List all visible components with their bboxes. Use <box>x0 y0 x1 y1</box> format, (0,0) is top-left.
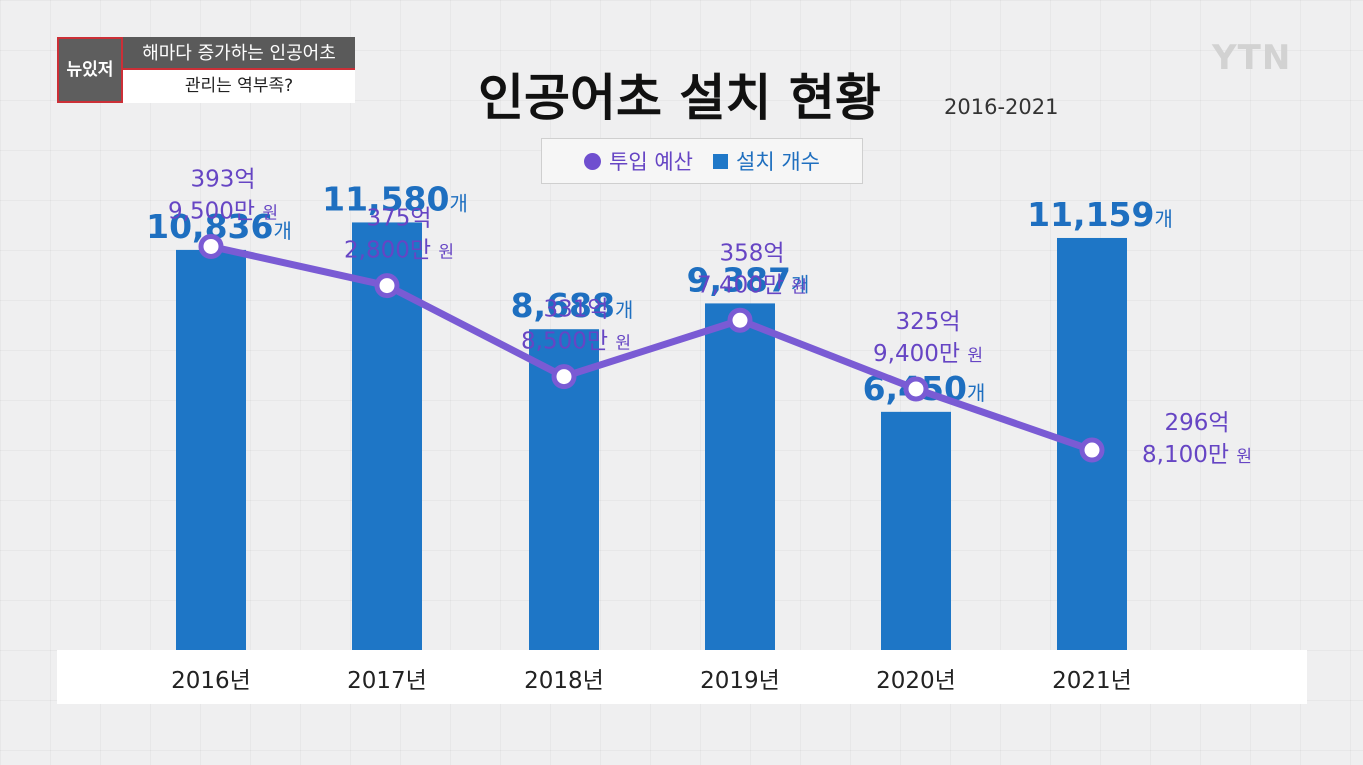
bar-0 <box>176 249 246 650</box>
bar-label-2: 8,688개 <box>511 286 634 325</box>
legend-item-count: 설치 개수 <box>713 146 820 176</box>
budget-label-line2-4: 9,400만 원 <box>873 341 983 367</box>
budget-point-3 <box>727 307 753 333</box>
budget-label-unit-1: 원 <box>438 243 454 263</box>
bar-3 <box>705 303 775 650</box>
budget-label-line1-2: 331억 <box>543 297 608 323</box>
budget-label-unit-2: 원 <box>615 334 631 354</box>
budget-label-line1-3: 358억 <box>719 240 784 266</box>
chart-title: 인공어초 설치 현황 <box>478 69 881 127</box>
x-tick-label-4: 2020년 <box>876 668 956 694</box>
budget-label-line2-0: 9,500만 원 <box>168 198 278 224</box>
circle-marker-icon <box>584 152 602 170</box>
budget-label-line1-1: 375억 <box>366 206 431 232</box>
x-axis-band <box>57 650 1307 704</box>
budget-label-line2-3: 7,400만 원 <box>697 272 807 298</box>
budget-point-4 <box>903 376 929 402</box>
square-marker-icon <box>713 153 728 169</box>
budget-label-line1-4: 325억 <box>895 309 960 335</box>
caption-headline: 해마다 증가하는 인공어초 <box>123 37 355 70</box>
budget-label-unit-3: 원 <box>791 277 807 297</box>
budget-label-line1-5: 296억 <box>1164 410 1229 436</box>
x-tick-label-3: 2019년 <box>700 668 780 694</box>
bar-label-5: 11,159개 <box>1027 195 1173 234</box>
program-logo: 뉴있저 <box>57 37 123 103</box>
budget-label-unit-5: 원 <box>1236 447 1252 467</box>
x-tick-label-2: 2018년 <box>524 668 604 694</box>
bar-4 <box>881 411 951 650</box>
budget-line <box>207 242 1096 454</box>
x-tick-label-1: 2017년 <box>347 668 427 694</box>
bar-label-unit-3: 개 <box>791 272 809 296</box>
budget-label-line2-1: 2,800만 원 <box>344 238 454 264</box>
budget-point-5 <box>1079 437 1105 463</box>
budget-label-line1-0: 393억 <box>190 166 255 192</box>
caption-subheadline: 관리는 역부족? <box>123 70 355 103</box>
bar-label-unit-2: 개 <box>615 298 633 322</box>
bar-label-1: 11,580개 <box>322 179 468 218</box>
chart-subtitle: 2016-2021 <box>944 95 1059 119</box>
bar-label-3: 9,387개 <box>687 260 810 299</box>
bar-label-unit-4: 개 <box>967 381 985 405</box>
legend-label-count: 설치 개수 <box>736 150 820 174</box>
x-tick-label-0: 2016년 <box>171 668 251 694</box>
budget-label-unit-0: 원 <box>262 203 278 223</box>
legend-item-budget: 투입 예산 <box>584 146 693 176</box>
bar-label-unit-5: 개 <box>1154 207 1172 231</box>
bar-label-unit-1: 개 <box>449 191 467 215</box>
budget-label-line2-5: 8,100만 원 <box>1142 442 1252 468</box>
chart-legend: 투입 예산 설치 개수 <box>541 138 863 184</box>
budget-point-0 <box>198 233 224 259</box>
broadcaster-logo: YTN <box>1212 38 1292 78</box>
budget-point-2 <box>551 364 577 390</box>
budget-label-unit-4: 원 <box>967 346 983 366</box>
budget-label-line2-2: 8,500만 원 <box>521 329 631 355</box>
legend-label-budget: 투입 예산 <box>609 150 693 174</box>
budget-point-1 <box>374 273 400 299</box>
x-tick-label-5: 2021년 <box>1052 668 1132 694</box>
bar-label-unit-0: 개 <box>273 219 291 243</box>
